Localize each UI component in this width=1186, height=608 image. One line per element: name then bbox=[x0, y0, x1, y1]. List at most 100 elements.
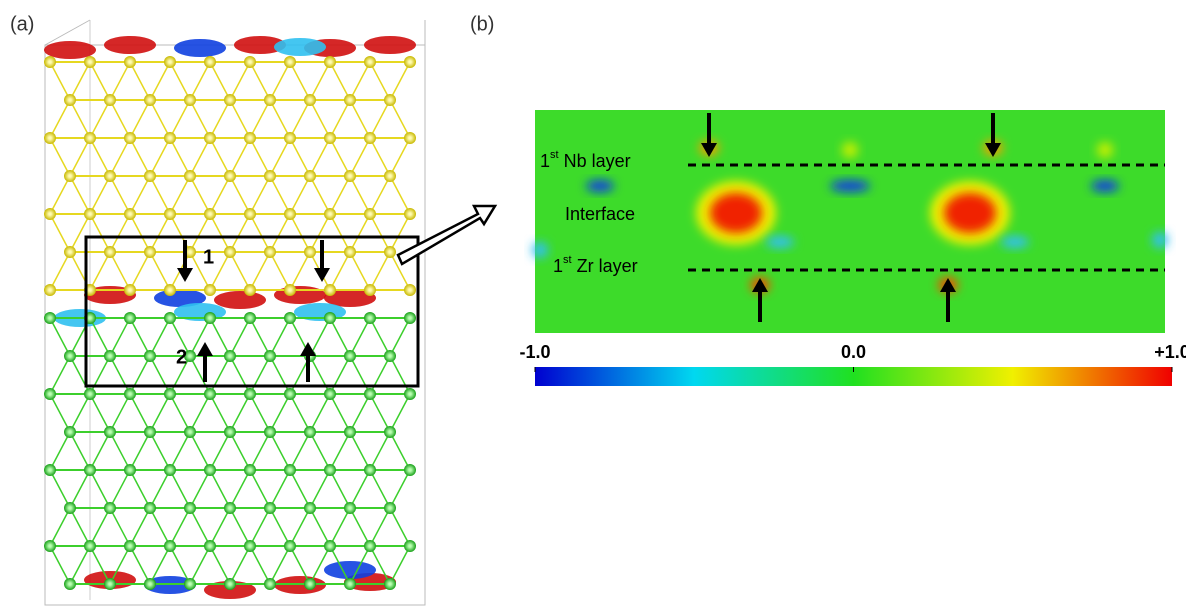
bond bbox=[270, 214, 290, 252]
atom bbox=[164, 464, 176, 476]
bond bbox=[210, 62, 230, 100]
bond bbox=[150, 214, 170, 252]
bond bbox=[170, 394, 190, 432]
bond bbox=[90, 100, 110, 138]
bond bbox=[90, 508, 110, 546]
atom bbox=[384, 578, 396, 590]
atom bbox=[364, 312, 376, 324]
bond bbox=[170, 62, 190, 100]
atom bbox=[44, 540, 56, 552]
bond bbox=[370, 470, 390, 508]
bond bbox=[170, 176, 190, 214]
density-blob bbox=[1091, 180, 1119, 192]
bond bbox=[90, 432, 110, 470]
bond bbox=[370, 100, 390, 138]
bond bbox=[330, 62, 350, 100]
bond bbox=[190, 508, 210, 546]
atom bbox=[284, 464, 296, 476]
atom bbox=[44, 388, 56, 400]
bond bbox=[210, 432, 230, 470]
colorbar-label: -1.0 bbox=[519, 342, 550, 362]
bond bbox=[130, 394, 150, 432]
bond bbox=[250, 546, 270, 584]
bond bbox=[150, 176, 170, 214]
atom bbox=[104, 578, 116, 590]
atom bbox=[164, 388, 176, 400]
bond bbox=[370, 356, 390, 394]
bond bbox=[50, 546, 70, 584]
bond bbox=[170, 508, 190, 546]
atom bbox=[164, 540, 176, 552]
density-blob bbox=[710, 193, 762, 233]
bond bbox=[150, 100, 170, 138]
bond bbox=[230, 318, 250, 356]
isosurface bbox=[364, 36, 416, 54]
atom bbox=[144, 502, 156, 514]
atom bbox=[144, 578, 156, 590]
atom bbox=[364, 284, 376, 296]
atom bbox=[104, 246, 116, 258]
bond bbox=[330, 176, 350, 214]
bond bbox=[150, 138, 170, 176]
atom bbox=[364, 56, 376, 68]
bond bbox=[330, 138, 350, 176]
bond bbox=[90, 62, 110, 100]
bond bbox=[110, 138, 130, 176]
bond bbox=[50, 470, 70, 508]
atom bbox=[344, 426, 356, 438]
atom bbox=[284, 132, 296, 144]
atom bbox=[204, 540, 216, 552]
atom bbox=[144, 426, 156, 438]
atom bbox=[404, 284, 416, 296]
atom bbox=[204, 312, 216, 324]
bond bbox=[290, 508, 310, 546]
atom bbox=[404, 540, 416, 552]
isosurface bbox=[324, 561, 376, 579]
bond bbox=[230, 394, 250, 432]
bond bbox=[50, 394, 70, 432]
bond bbox=[290, 394, 310, 432]
arrow-head bbox=[177, 268, 193, 282]
bond bbox=[250, 100, 270, 138]
bond bbox=[370, 176, 390, 214]
atom bbox=[284, 208, 296, 220]
bond bbox=[150, 62, 170, 100]
bond bbox=[130, 432, 150, 470]
arrow-head bbox=[314, 268, 330, 282]
bond bbox=[250, 394, 270, 432]
atom bbox=[224, 350, 236, 362]
bond bbox=[250, 470, 270, 508]
bond bbox=[110, 62, 130, 100]
site-label: 1 bbox=[203, 246, 214, 268]
atom bbox=[244, 284, 256, 296]
bond bbox=[230, 252, 250, 290]
bond bbox=[110, 432, 130, 470]
bond bbox=[50, 138, 70, 176]
atom bbox=[44, 284, 56, 296]
atom bbox=[304, 578, 316, 590]
bond bbox=[250, 318, 270, 356]
isosurface bbox=[104, 36, 156, 54]
bond bbox=[70, 470, 90, 508]
bond bbox=[390, 62, 410, 100]
bond bbox=[390, 214, 410, 252]
bond bbox=[390, 432, 410, 470]
bond bbox=[350, 508, 370, 546]
atom bbox=[224, 246, 236, 258]
bond bbox=[370, 252, 390, 290]
isosurface bbox=[274, 38, 326, 56]
atom bbox=[324, 284, 336, 296]
panel-label: (b) bbox=[470, 13, 494, 35]
atom bbox=[344, 502, 356, 514]
atom bbox=[164, 312, 176, 324]
atom bbox=[304, 170, 316, 182]
bond bbox=[270, 252, 290, 290]
atom bbox=[204, 284, 216, 296]
atom bbox=[164, 132, 176, 144]
bond bbox=[50, 214, 70, 252]
isosurface bbox=[174, 39, 226, 57]
bond bbox=[210, 508, 230, 546]
cell-box bbox=[45, 45, 425, 605]
bond bbox=[70, 138, 90, 176]
bond bbox=[370, 62, 390, 100]
